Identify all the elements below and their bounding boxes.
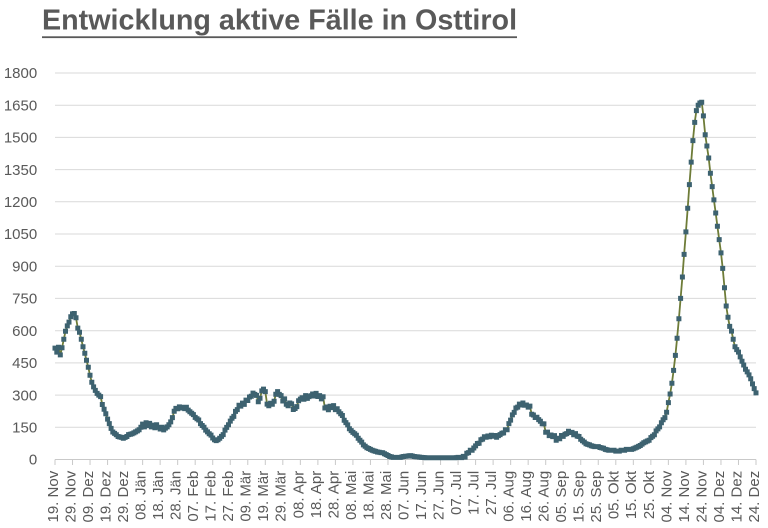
svg-text:15. Okt: 15. Okt — [623, 470, 640, 519]
svg-text:29. Dez: 29. Dez — [115, 471, 132, 523]
svg-text:300: 300 — [12, 387, 37, 404]
svg-text:08. Apr: 08. Apr — [290, 471, 307, 519]
svg-text:17. Jul: 17. Jul — [466, 471, 483, 515]
svg-text:07. Feb: 07. Feb — [185, 471, 202, 522]
svg-text:28. Jän: 28. Jän — [168, 471, 185, 520]
svg-text:1050: 1050 — [4, 226, 37, 243]
svg-text:25. Okt: 25. Okt — [641, 470, 658, 519]
svg-text:27. Feb: 27. Feb — [220, 471, 237, 522]
svg-text:07. Jul: 07. Jul — [448, 471, 465, 515]
svg-text:750: 750 — [12, 291, 37, 308]
svg-text:24. Dez: 24. Dez — [746, 471, 763, 523]
svg-text:14. Dez: 14. Dez — [728, 471, 745, 523]
svg-text:14. Nov: 14. Nov — [676, 470, 693, 522]
svg-text:18. Mai: 18. Mai — [360, 471, 377, 520]
svg-text:16. Aug: 16. Aug — [518, 471, 535, 522]
svg-text:08. Jän: 08. Jän — [133, 471, 150, 520]
svg-text:18. Jän: 18. Jän — [150, 471, 167, 520]
svg-text:1650: 1650 — [4, 97, 37, 114]
svg-text:1500: 1500 — [4, 130, 37, 147]
svg-text:Entwicklung aktive Fälle in Os: Entwicklung aktive Fälle in Osttirol — [42, 5, 517, 37]
svg-text:04. Nov: 04. Nov — [658, 470, 675, 522]
svg-text:06. Aug: 06. Aug — [501, 471, 518, 522]
svg-text:1200: 1200 — [4, 194, 37, 211]
svg-text:27. Jul: 27. Jul — [483, 471, 500, 515]
svg-text:15. Sep: 15. Sep — [571, 471, 588, 523]
svg-text:28. Apr: 28. Apr — [325, 471, 342, 519]
svg-text:17. Jun: 17. Jun — [413, 471, 430, 520]
svg-text:28. Mai: 28. Mai — [378, 471, 395, 520]
svg-text:600: 600 — [12, 323, 37, 340]
svg-text:1800: 1800 — [4, 65, 37, 82]
svg-text:08. Mai: 08. Mai — [343, 471, 360, 520]
svg-text:27. Jun: 27. Jun — [430, 471, 447, 520]
svg-text:150: 150 — [12, 420, 37, 437]
svg-text:29. Mär: 29. Mär — [273, 471, 290, 522]
svg-text:07. Jun: 07. Jun — [395, 471, 412, 520]
svg-text:19. Nov: 19. Nov — [45, 470, 62, 522]
svg-text:25. Sep: 25. Sep — [588, 471, 605, 523]
svg-text:29. Nov: 29. Nov — [62, 470, 79, 522]
svg-text:05. Okt: 05. Okt — [606, 470, 623, 519]
svg-text:04. Dez: 04. Dez — [711, 471, 728, 523]
svg-text:24. Nov: 24. Nov — [693, 470, 710, 522]
svg-text:18. Apr: 18. Apr — [308, 471, 325, 519]
svg-text:450: 450 — [12, 355, 37, 372]
svg-text:05. Sep: 05. Sep — [553, 471, 570, 523]
svg-text:1350: 1350 — [4, 162, 37, 179]
svg-text:19. Dez: 19. Dez — [97, 471, 114, 523]
svg-text:26. Aug: 26. Aug — [536, 471, 553, 522]
svg-text:900: 900 — [12, 258, 37, 275]
svg-text:19. Mär: 19. Mär — [255, 471, 272, 522]
svg-text:09. Dez: 09. Dez — [80, 471, 97, 523]
svg-text:09. Mär: 09. Mär — [238, 471, 255, 522]
svg-text:0: 0 — [29, 452, 37, 469]
svg-text:17. Feb: 17. Feb — [203, 471, 220, 522]
